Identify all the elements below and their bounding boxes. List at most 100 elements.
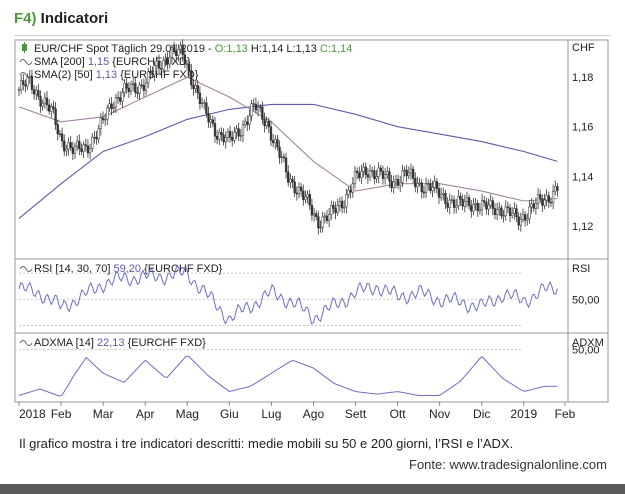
x-tick-label: Nov <box>429 407 450 421</box>
candle-body <box>248 115 251 125</box>
x-tick-label: Ago <box>303 407 325 421</box>
candle-body <box>556 186 559 192</box>
candle-body <box>215 136 219 140</box>
candle-body <box>336 204 339 213</box>
candle-body <box>24 84 27 87</box>
candle-body <box>45 97 49 106</box>
candle-body <box>108 103 111 109</box>
candle-body <box>427 183 430 185</box>
figure-source: Fonte: www.tradesignalonline.com <box>409 457 607 472</box>
candle-body <box>26 77 29 87</box>
candle-body <box>554 186 557 192</box>
candle-body <box>22 80 25 85</box>
candle-body <box>43 97 46 104</box>
candle-body <box>480 200 484 210</box>
candle-body <box>39 96 42 107</box>
candle-body <box>315 213 318 217</box>
candle-body <box>95 136 98 140</box>
candle-body <box>224 137 227 143</box>
candle-body <box>263 119 266 127</box>
candle-body <box>84 144 87 147</box>
candle-body <box>489 200 492 206</box>
figure-caption: Il grafico mostra i tre indicatori descr… <box>19 436 514 451</box>
x-tick-label: 2018 <box>19 407 46 421</box>
candle-body <box>390 180 393 189</box>
candle-body <box>80 148 83 152</box>
candle-body <box>308 194 311 206</box>
candle-body <box>491 200 494 209</box>
candle-body <box>407 172 410 177</box>
candle-body <box>401 170 404 183</box>
candle-body <box>373 170 376 179</box>
candle-body <box>114 97 118 108</box>
candle-body <box>437 188 441 198</box>
candle-body <box>166 58 169 65</box>
candle-body <box>500 207 503 217</box>
candle-body <box>134 82 137 93</box>
candle-body <box>431 187 434 191</box>
x-tick-label: Mag <box>176 407 199 421</box>
legend-value: 1,15 <box>88 56 109 68</box>
candle-body <box>235 128 238 133</box>
candle-body <box>338 200 342 206</box>
candle-body <box>334 208 337 213</box>
chart-border <box>14 39 609 403</box>
candle-body <box>17 89 21 91</box>
candle-body <box>159 68 163 70</box>
candle-body <box>325 215 329 221</box>
candle-body <box>517 216 520 226</box>
candle-body <box>349 189 352 193</box>
legend-value: 22,13 <box>97 337 125 349</box>
candle-body <box>381 171 385 179</box>
wave-icon <box>19 59 33 65</box>
candle-body <box>60 133 64 142</box>
candle-body <box>187 63 191 71</box>
candle-body <box>261 106 264 120</box>
legend-text: RSI [14, 30, 70] <box>34 263 114 275</box>
candle-body <box>50 106 53 112</box>
candle-body <box>183 54 186 65</box>
candle-body <box>297 186 301 195</box>
candle-body <box>483 200 486 203</box>
candle-body <box>170 47 174 58</box>
candle-body <box>30 75 34 90</box>
candle-body <box>536 194 540 204</box>
candle-body <box>302 190 305 200</box>
candle-body <box>48 104 51 112</box>
candle-body <box>371 170 374 172</box>
candle-body <box>360 171 363 178</box>
adx-tick-label: 50,00 <box>572 345 600 357</box>
candle-body <box>287 171 290 183</box>
candle-body <box>485 201 488 210</box>
candle-body <box>179 45 182 50</box>
candle-body <box>306 194 309 198</box>
candle-body <box>103 118 107 121</box>
price-unit-label: CHF <box>572 42 595 54</box>
legend-high: H:1,14 <box>248 43 283 55</box>
candle-body <box>355 170 359 174</box>
chart-panes: EUR/CHF Spot Täglich 29.01.2019 - O:1,13… <box>14 39 609 421</box>
candle-body <box>448 199 451 208</box>
candle-body <box>205 102 208 114</box>
candle-body <box>116 97 120 99</box>
candle-body <box>241 124 245 136</box>
candle-body <box>198 92 202 104</box>
candle-body <box>35 90 38 95</box>
candle-body <box>551 190 555 203</box>
candle-body <box>213 123 217 137</box>
candle-body <box>474 203 477 205</box>
candle-body <box>265 121 268 127</box>
candle-body <box>147 71 150 84</box>
candle-body <box>276 139 279 148</box>
wave-icon <box>19 266 33 272</box>
candle-body <box>157 60 161 69</box>
candle-body <box>414 178 417 188</box>
candle-body <box>528 206 531 220</box>
candle-body <box>420 182 423 193</box>
rsi-line <box>18 264 558 325</box>
candle-body <box>203 102 206 104</box>
x-tick-label: Dic <box>473 407 490 421</box>
candle-body <box>41 102 44 107</box>
candle-body <box>67 142 70 150</box>
